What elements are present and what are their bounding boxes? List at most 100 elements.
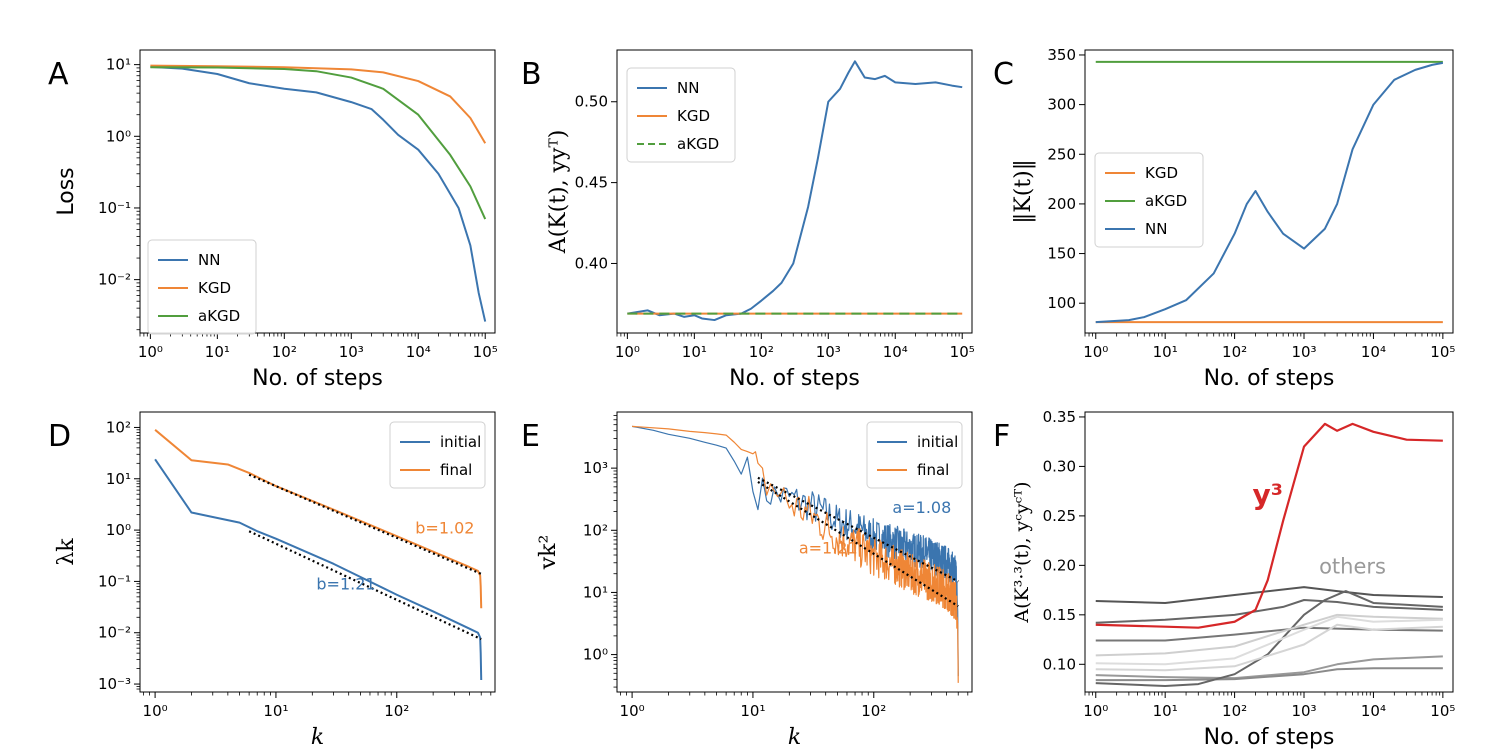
x-tick-label: 10² bbox=[749, 343, 774, 361]
legend: NN KGD aKGD bbox=[147, 239, 257, 335]
y-axis-label: ‖K(t)‖ bbox=[1011, 159, 1036, 223]
y-tick-label: 10³ bbox=[583, 459, 608, 477]
series-line bbox=[1095, 613, 1443, 657]
legend: initial final bbox=[389, 421, 486, 489]
y-tick-label: 200 bbox=[1047, 195, 1076, 213]
y-tick-label: 10⁻¹ bbox=[98, 199, 131, 217]
y-tick-label: 10² bbox=[583, 521, 608, 539]
y-axis-label: vk² bbox=[536, 535, 561, 571]
series-line bbox=[1095, 586, 1443, 604]
panel-C: C 10⁰ 10¹ 10² 10³ 10⁴ 10⁵ 100 150 200 250 300 350 No.… bbox=[993, 46, 1455, 391]
series-line bbox=[757, 480, 959, 608]
series-nn bbox=[1095, 61, 1444, 324]
panel-A: A 10⁰ 10¹ 10² 10³ 10⁴ 10⁵ 10⁻² 10⁻¹ 10⁰ 10¹ No. of … bbox=[48, 49, 498, 391]
y-tick-label: 10¹ bbox=[106, 470, 131, 488]
legend-label: final bbox=[440, 461, 472, 479]
legend-label: initial bbox=[440, 433, 481, 451]
y-tick-label: 100 bbox=[1047, 294, 1076, 312]
x-axis-label: k bbox=[788, 725, 801, 750]
y-axis-label: A(K(t), yyᵀ) bbox=[546, 130, 571, 255]
x-tick-label: 10⁰ bbox=[143, 702, 168, 720]
y-tick-label: 10⁰ bbox=[106, 127, 131, 145]
series-line bbox=[1095, 615, 1443, 666]
series-group bbox=[1095, 422, 1443, 688]
axes-frame bbox=[616, 411, 973, 693]
x-tick-label: 10³ bbox=[816, 343, 841, 361]
x-tick-label: 10⁴ bbox=[406, 343, 431, 361]
x-tick-label: 10⁵ bbox=[473, 343, 498, 361]
x-tick-label: 10⁵ bbox=[950, 343, 975, 361]
legend-label: aKGD bbox=[198, 307, 240, 325]
series-line bbox=[248, 473, 482, 575]
x-tick-label: 10⁰ bbox=[138, 343, 163, 361]
x-tick-label: 10³ bbox=[1291, 702, 1316, 720]
annotation: a=1.08 bbox=[892, 498, 951, 517]
y-tick-label: 0.25 bbox=[1043, 507, 1076, 525]
y-tick-label: 0.20 bbox=[1043, 556, 1076, 574]
axes-frame bbox=[139, 411, 496, 693]
axes-frame bbox=[1084, 411, 1454, 693]
x-tick-label: 10² bbox=[861, 702, 886, 720]
series-akgd bbox=[150, 66, 487, 220]
panel-letter: F bbox=[993, 419, 1010, 454]
y-tick-label: 350 bbox=[1047, 46, 1076, 64]
legend-box bbox=[1094, 152, 1204, 248]
series-kgd bbox=[150, 64, 487, 144]
legend-label: NN bbox=[677, 79, 699, 97]
axes-frame bbox=[1084, 49, 1454, 334]
legend-label: KGD bbox=[1145, 164, 1178, 182]
legend-box bbox=[147, 239, 257, 335]
panel-F: F 10⁰ 10¹ 10² 10³ 10⁴ 10⁵ 0.10 0.15 0.20 0.25 0.30 0… bbox=[993, 408, 1455, 750]
y-tick-label: 10⁻¹ bbox=[98, 572, 131, 590]
x-axis-label: No. of steps bbox=[1204, 725, 1335, 750]
series-group bbox=[154, 429, 483, 681]
series-final bbox=[154, 429, 483, 609]
x-tick-label: 10¹ bbox=[740, 702, 765, 720]
x-axis-label: k bbox=[311, 725, 324, 750]
series-final bbox=[632, 425, 959, 683]
x-tick-label: 10⁰ bbox=[1083, 702, 1108, 720]
legend-label: NN bbox=[198, 251, 220, 269]
legend-label: initial bbox=[917, 433, 958, 451]
y-tick-label: 250 bbox=[1047, 145, 1076, 163]
panel-letter: C bbox=[993, 57, 1014, 92]
y-tick-label: 0.10 bbox=[1043, 655, 1076, 673]
axes-frame bbox=[139, 49, 496, 334]
axes-frame bbox=[616, 49, 973, 334]
series-group bbox=[627, 60, 963, 322]
series-line bbox=[1095, 667, 1443, 682]
y-axis-label: λk bbox=[54, 538, 79, 566]
annotation: y³ bbox=[1252, 478, 1283, 511]
x-tick-label: 10⁵ bbox=[1430, 702, 1455, 720]
y-tick-label: 0.35 bbox=[1043, 408, 1076, 426]
panel-letter: A bbox=[48, 57, 69, 92]
series-line bbox=[1095, 422, 1443, 629]
x-tick-label: 10¹ bbox=[1153, 343, 1178, 361]
annotation: others bbox=[1319, 554, 1386, 578]
y-tick-label: 10² bbox=[106, 418, 131, 436]
series-group bbox=[631, 425, 959, 683]
panel-letter: B bbox=[521, 57, 542, 92]
annotation: a=1.21 bbox=[799, 539, 858, 558]
y-tick-label: 300 bbox=[1047, 96, 1076, 114]
panel-letter: E bbox=[521, 419, 540, 454]
y-tick-label: 0.50 bbox=[575, 93, 608, 111]
x-tick-label: 10⁴ bbox=[883, 343, 908, 361]
y-tick-label: 10⁻² bbox=[98, 624, 131, 642]
y-tick-label: 150 bbox=[1047, 245, 1076, 263]
panel-letter: D bbox=[48, 419, 71, 454]
x-axis-label: No. of steps bbox=[252, 366, 383, 391]
legend-label: KGD bbox=[677, 107, 710, 125]
y-tick-label: 10⁻² bbox=[98, 271, 131, 289]
x-axis-label: No. of steps bbox=[729, 366, 860, 391]
y-tick-label: 0.40 bbox=[575, 254, 608, 272]
legend: NN KGD aKGD bbox=[626, 67, 736, 163]
x-tick-label: 10⁵ bbox=[1430, 343, 1455, 361]
series-group bbox=[1095, 60, 1444, 324]
annotation: b=1.02 bbox=[415, 519, 474, 538]
annotation: b=1.21 bbox=[316, 574, 375, 593]
y-axis-label: A(K³·³(t), yᶜyᶜᵀ) bbox=[1011, 481, 1033, 623]
x-tick-label: 10³ bbox=[339, 343, 364, 361]
x-tick-label: 10⁰ bbox=[620, 702, 645, 720]
panel-B: B 10⁰ 10¹ 10² 10³ 10⁴ 10⁵ 0.40 0.45 0.50 No. of st… bbox=[521, 49, 975, 391]
